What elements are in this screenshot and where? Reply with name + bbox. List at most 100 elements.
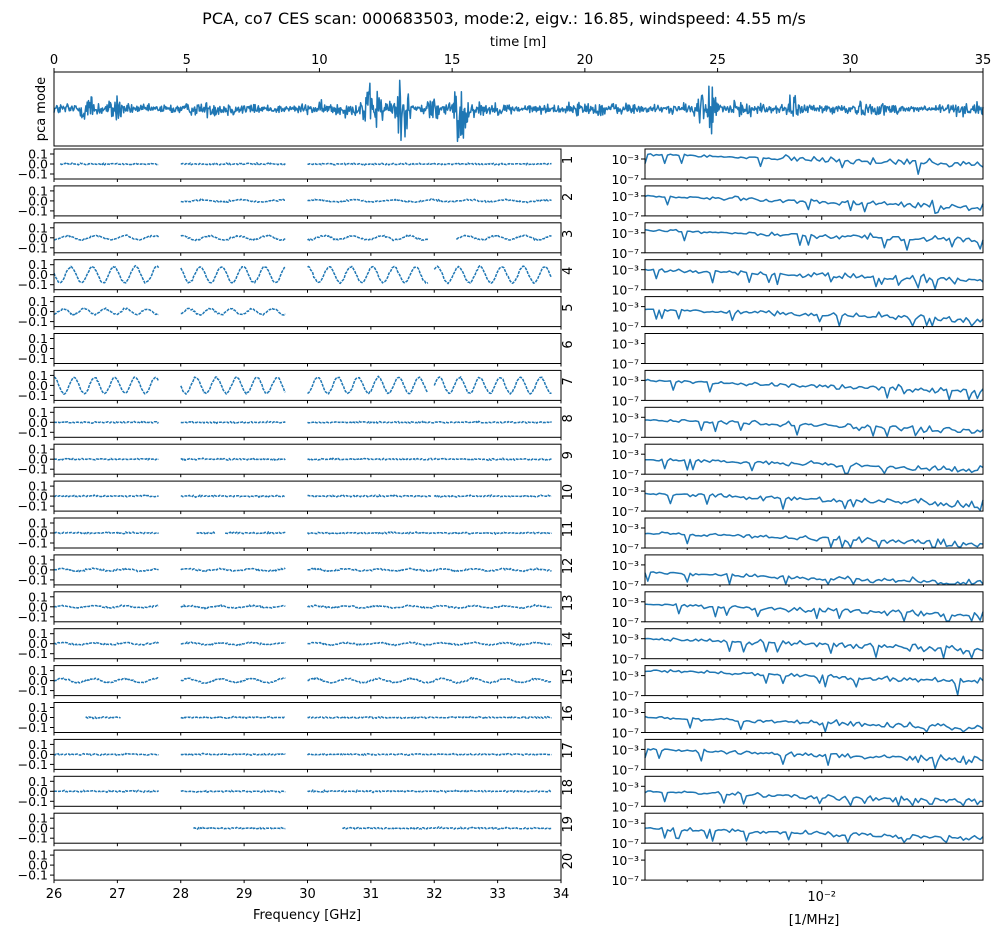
spectrum-ytick-label: 10⁻⁷ bbox=[611, 726, 639, 741]
frequency-panel-18-segment bbox=[307, 789, 552, 794]
frequency-panel-3: 0.10.0−0.1 3 bbox=[18, 220, 576, 256]
frequency-ytick-label: −0.1 bbox=[18, 720, 48, 735]
panel-index-label: 8 bbox=[561, 414, 576, 422]
frequency-panel-7-segment bbox=[180, 376, 286, 395]
frequency-panel-18-segment bbox=[53, 789, 160, 794]
frequency-panel-3-segment bbox=[180, 234, 286, 242]
frequency-ytick-label: −0.1 bbox=[18, 646, 48, 661]
frequency-ytick-label: 0.1 bbox=[28, 479, 48, 494]
spectrum-ytick-label: 10⁻³ bbox=[611, 558, 639, 573]
timestream-xlabel: time [m] bbox=[490, 35, 546, 50]
spectrum-panel-frame bbox=[644, 702, 984, 733]
frequency-xtick-label: 29 bbox=[236, 887, 253, 902]
frequency-panel-19: 0.10.0−0.1 19 bbox=[18, 811, 576, 847]
spectrum-ytick-label: 10⁻³ bbox=[611, 484, 639, 499]
spectrum-panel-15: 10⁻³ 10⁻⁷ bbox=[611, 665, 984, 704]
spectrum-panel-frame bbox=[644, 369, 984, 401]
frequency-ytick-label: −0.1 bbox=[18, 868, 48, 883]
spectrum-ytick-label: 10⁻³ bbox=[611, 226, 639, 241]
frequency-panel-2-segment bbox=[180, 198, 286, 204]
frequency-ytick-label: 0.0 bbox=[28, 747, 48, 762]
frequency-panel-13-segment bbox=[307, 603, 552, 610]
frequency-ytick-label: −0.1 bbox=[18, 572, 48, 587]
spectrum-panel-18: 10⁻³ 10⁻⁷ bbox=[611, 775, 984, 814]
spectrum-ytick-label: 10⁻³ bbox=[611, 742, 639, 757]
frequency-panel-3-segment bbox=[455, 234, 552, 241]
timestream-xtick-label: 10 bbox=[311, 53, 328, 68]
spectrum-panel-frame bbox=[644, 591, 984, 623]
frequency-xtick-label: 32 bbox=[426, 887, 443, 902]
frequency-ytick-label: 0.1 bbox=[28, 700, 48, 715]
panel-index-label: 16 bbox=[561, 705, 576, 722]
spectrum-panel-frame bbox=[644, 222, 984, 254]
frequency-panel-4-segment bbox=[307, 265, 429, 285]
timestream-xtick-label: 15 bbox=[444, 53, 461, 68]
spectrum-panel-1: 10⁻³ 10⁻⁷ bbox=[611, 148, 984, 187]
frequency-ytick-label: 0.0 bbox=[28, 526, 48, 541]
spectrum-ytick-label: 10⁻⁷ bbox=[611, 504, 639, 519]
spectrum-panel-16: 10⁻³ 10⁻⁷ bbox=[611, 702, 984, 741]
spectrum-ytick-label: 10⁻⁷ bbox=[611, 393, 639, 408]
spectrum-ytick-label: 10⁻³ bbox=[611, 410, 639, 425]
spectrum-panel-frame bbox=[644, 259, 984, 291]
frequency-ytick-label: −0.1 bbox=[18, 462, 48, 477]
spectrum-panel-11-line bbox=[644, 531, 984, 549]
frequency-ytick-label: 0.1 bbox=[28, 737, 48, 752]
timestream-xtick-label: 35 bbox=[975, 53, 992, 68]
frequency-panel-16-segment bbox=[307, 715, 552, 720]
spectrum-panel-2-line bbox=[644, 194, 984, 215]
frequency-panel-18-segment bbox=[180, 789, 286, 794]
frequency-panel-11-segment bbox=[306, 531, 552, 535]
spectrum-panel-frame bbox=[644, 333, 984, 364]
spectrum-ytick-label: 10⁻⁷ bbox=[611, 615, 639, 630]
panel-index-label: 10 bbox=[561, 484, 576, 501]
figure-title: PCA, co7 CES scan: 000683503, mode:2, ei… bbox=[202, 9, 806, 28]
frequency-ytick-label: 0.0 bbox=[28, 562, 48, 577]
panel-index-label: 15 bbox=[561, 668, 576, 685]
frequency-ytick-label: 0.1 bbox=[28, 774, 48, 789]
frequency-panel-11-segment bbox=[53, 531, 159, 535]
frequency-panel-10-segment bbox=[433, 494, 552, 498]
timestream-xtick-label: 30 bbox=[842, 53, 859, 68]
timestream-xtick-label: 0 bbox=[50, 53, 58, 68]
frequency-panel-9-segment bbox=[180, 457, 286, 461]
frequency-ytick-label: 0.0 bbox=[28, 341, 48, 356]
spectrum-panel-frame bbox=[644, 665, 984, 697]
spectrum-ytick-label: 10⁻⁷ bbox=[611, 320, 639, 335]
spectrum-panel-frame bbox=[644, 443, 984, 475]
frequency-ytick-label: 0.1 bbox=[28, 368, 48, 383]
spectrum-panel-7: 10⁻³ 10⁻⁷ bbox=[611, 369, 984, 408]
spectrum-panel-frame bbox=[644, 480, 984, 512]
spectrum-ytick-label: 10⁻³ bbox=[611, 300, 639, 315]
spectrum-panel-10-line bbox=[644, 492, 984, 512]
spectrum-panel-frame bbox=[644, 296, 984, 328]
spectrum-xlabel: [1/MHz] bbox=[789, 913, 840, 928]
frequency-xtick-label: 34 bbox=[553, 887, 570, 902]
frequency-panel-17-segment bbox=[53, 752, 159, 757]
panel-index-label: 6 bbox=[561, 340, 576, 348]
spectrum-ytick-label: 10⁻³ bbox=[611, 779, 639, 794]
frequency-ytick-label: 0.1 bbox=[28, 552, 48, 567]
frequency-panel-4-segment bbox=[53, 264, 160, 284]
frequency-panel-20: 0.10.0−0.1 20 bbox=[18, 848, 576, 884]
spectrum-panel-4-line bbox=[644, 268, 984, 290]
spectrum-panel-frame bbox=[644, 628, 984, 660]
spectrum-panel-13-line bbox=[644, 603, 984, 622]
spectrum-panel-18-line bbox=[644, 790, 984, 807]
panel-index-label: 11 bbox=[561, 521, 576, 538]
frequency-panel-8-segment bbox=[180, 420, 286, 425]
frequency-panel-10-segment bbox=[180, 494, 286, 499]
spectrum-panel-2: 10⁻³ 10⁻⁷ bbox=[611, 185, 984, 224]
frequency-panel-7: 0.10.0−0.1 7 bbox=[18, 368, 576, 404]
timestream-ylabel: pca mode bbox=[34, 77, 49, 141]
spectrum-ytick-label: 10⁻⁷ bbox=[611, 578, 639, 593]
frequency-panel-10-segment bbox=[307, 494, 432, 498]
frequency-ytick-label: −0.1 bbox=[18, 499, 48, 514]
panel-index-label: 20 bbox=[561, 853, 576, 870]
frequency-panel-18: 0.10.0−0.1 18 bbox=[18, 774, 576, 810]
frequency-ytick-label: −0.1 bbox=[18, 536, 48, 551]
frequency-ytick-label: −0.1 bbox=[18, 388, 48, 403]
frequency-ytick-label: 0.1 bbox=[28, 220, 48, 235]
spectrum-ytick-label: 10⁻⁷ bbox=[611, 799, 639, 814]
frequency-ytick-label: 0.0 bbox=[28, 193, 48, 208]
